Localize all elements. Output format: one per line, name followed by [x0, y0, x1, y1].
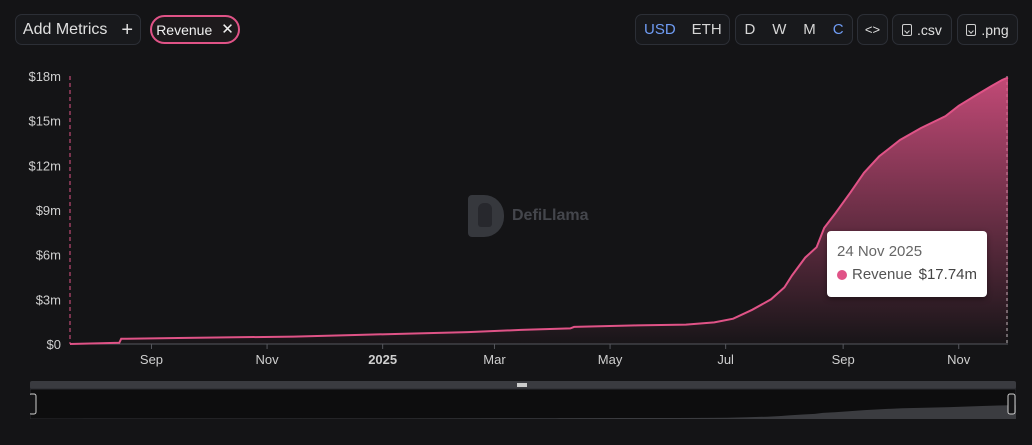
y-tick-label: $6m — [36, 248, 61, 263]
y-tick-label: $12m — [28, 158, 61, 173]
tooltip-series-name: Revenue — [852, 266, 913, 283]
chart-tooltip: 24 Nov 2025 Revenue $17.74m — [827, 231, 987, 297]
add-metrics-label: Add Metrics — [22, 20, 108, 38]
metric-chip-revenue[interactable]: Revenue ✕ — [150, 15, 240, 44]
x-tick-label: Nov — [947, 352, 971, 367]
x-tick-label: Nov — [256, 352, 280, 367]
period-monthly-button[interactable]: M — [803, 21, 816, 38]
currency-toggle: USD ETH — [635, 14, 730, 45]
series-dot — [837, 269, 847, 280]
series-line-revenue — [69, 76, 1009, 345]
y-tick-label: $0 — [47, 337, 61, 352]
x-tick-label: Jul — [717, 352, 734, 367]
x-tick-label: Sep — [832, 352, 855, 367]
slider-left-handle[interactable] — [30, 393, 37, 415]
period-daily-button[interactable]: D — [744, 21, 756, 38]
download-csv-button[interactable]: .csv — [892, 14, 952, 45]
code-icon: <> — [864, 22, 881, 37]
series-area-revenue — [70, 77, 1008, 344]
watermark-text: DefiLlama — [512, 207, 589, 224]
x-tick-label: 2025 — [368, 352, 397, 367]
x-tick-label: May — [598, 352, 623, 367]
plus-icon: + — [121, 18, 134, 41]
revenue-area-chart[interactable]: $0 $3m $6m $9m $12m $15m $18m Sep Nov 2025 Mar May… — [0, 0, 1032, 380]
file-download-icon — [902, 23, 913, 36]
llama-logo-icon — [468, 195, 504, 237]
zoom-slider[interactable] — [30, 381, 1016, 419]
x-tick-label: Mar — [483, 352, 506, 367]
file-download-icon — [966, 23, 977, 36]
y-tick-label: $18m — [28, 69, 61, 84]
slider-right-handle[interactable] — [1007, 393, 1016, 415]
metric-chip-label: Revenue — [156, 21, 213, 38]
x-tick-label: Sep — [140, 352, 163, 367]
png-label: .png — [981, 21, 1009, 38]
tooltip-value: $17.74m — [918, 266, 977, 283]
slider-drag-grip-icon[interactable] — [517, 383, 527, 387]
csv-label: .csv — [917, 21, 942, 38]
embed-button[interactable]: <> — [857, 14, 888, 45]
period-weekly-button[interactable]: W — [772, 21, 787, 38]
add-metrics-button[interactable]: Add Metrics + — [15, 14, 141, 45]
y-tick-label: $3m — [36, 292, 61, 307]
download-png-button[interactable]: .png — [957, 14, 1018, 45]
close-icon[interactable]: ✕ — [221, 21, 234, 38]
period-cumulative-button[interactable]: C — [832, 21, 844, 38]
currency-usd-button[interactable]: USD — [644, 21, 676, 38]
period-toggle: D W M C — [735, 14, 853, 45]
tooltip-date: 24 Nov 2025 — [837, 243, 923, 260]
defillama-watermark: DefiLlama — [468, 195, 588, 237]
currency-eth-button[interactable]: ETH — [691, 21, 722, 38]
slider-mini-preview — [30, 405, 1016, 419]
y-tick-label: $15m — [28, 114, 61, 129]
y-tick-label: $9m — [36, 203, 61, 218]
